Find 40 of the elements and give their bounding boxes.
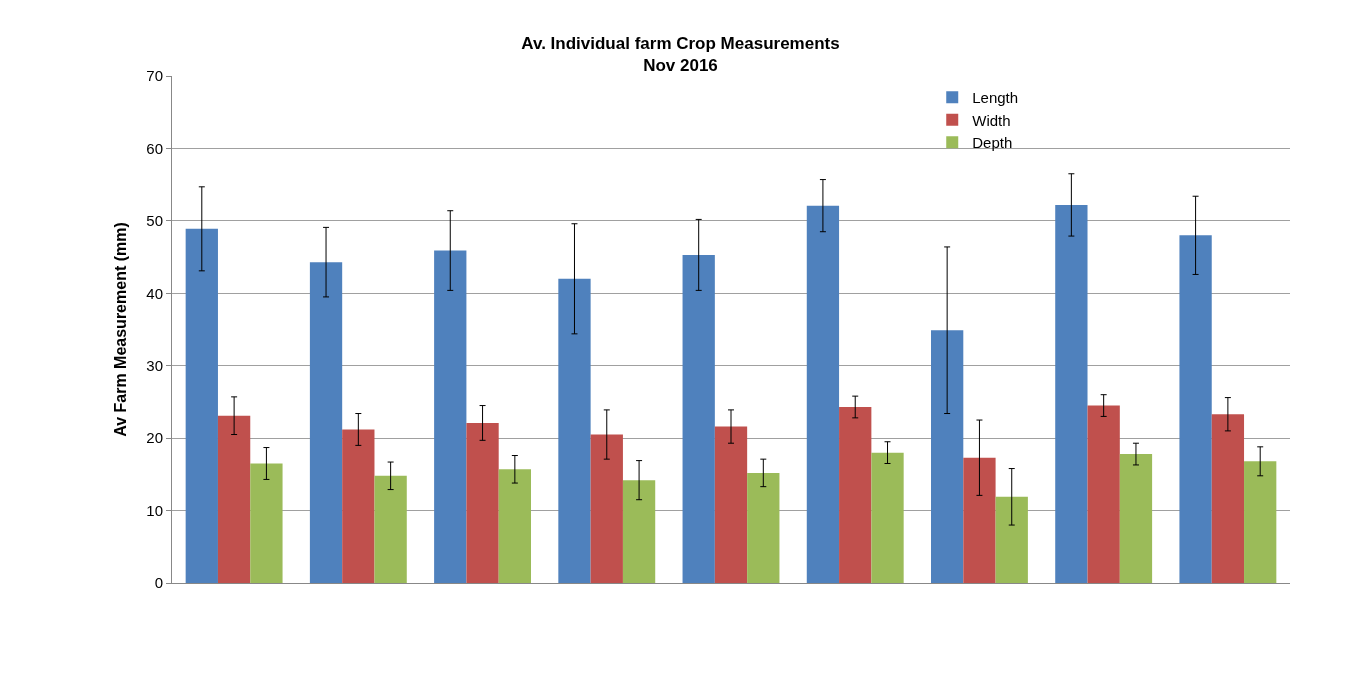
y-tick-label: 50	[146, 212, 163, 230]
bar	[714, 426, 748, 583]
legend-label: Width	[972, 111, 1011, 129]
legend-label: Length	[972, 89, 1019, 107]
bar	[806, 205, 840, 583]
y-tick-label: 0	[154, 574, 163, 592]
y-tick-label: 70	[146, 67, 163, 85]
bar	[622, 480, 656, 583]
bar	[374, 475, 407, 583]
bar	[747, 472, 780, 583]
bar	[434, 250, 467, 583]
bar	[1179, 235, 1212, 583]
y-tick-label: 10	[146, 501, 163, 519]
bar	[558, 278, 591, 583]
y-tick-label: 60	[146, 139, 163, 157]
bar	[250, 463, 283, 583]
bar	[498, 469, 531, 583]
y-axis-title: Av Farm Measurement (mm)	[112, 222, 130, 437]
legend-label: Depth	[972, 134, 1013, 152]
y-tick-label: 30	[146, 356, 163, 374]
bar	[963, 457, 996, 583]
bar	[1055, 204, 1088, 583]
bar	[682, 254, 715, 583]
bar	[931, 330, 964, 583]
bar	[871, 452, 904, 583]
bar	[839, 407, 872, 583]
bar	[590, 434, 623, 583]
bar	[309, 262, 343, 583]
bar	[1244, 461, 1277, 583]
chart-title: Av. Individual farm Crop Measurements Nov 2016	[521, 34, 840, 76]
bar	[185, 228, 218, 583]
bar	[1119, 454, 1153, 583]
bar	[1211, 414, 1245, 583]
y-tick-label: 40	[146, 284, 163, 302]
bar	[466, 422, 499, 583]
y-tick-label: 20	[146, 429, 163, 447]
bar	[1087, 405, 1120, 583]
bar	[342, 429, 375, 583]
bar	[217, 415, 251, 583]
bar	[995, 496, 1028, 583]
